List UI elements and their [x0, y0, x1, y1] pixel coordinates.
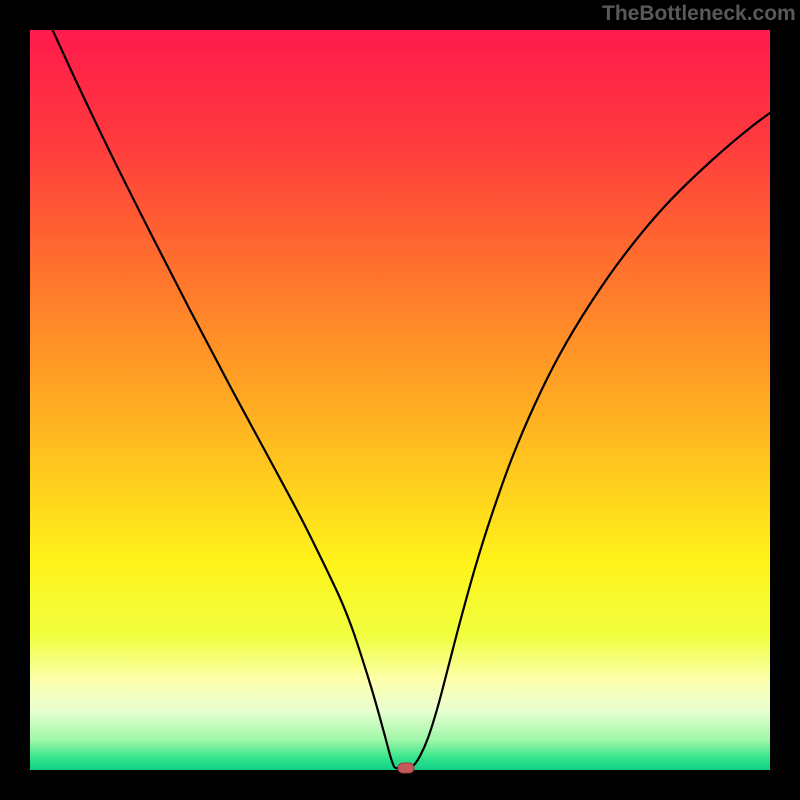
- watermark-text: TheBottleneck.com: [602, 2, 796, 26]
- optimal-point-marker: [398, 763, 414, 773]
- chart-svg: [0, 0, 800, 800]
- bottleneck-chart: [0, 0, 800, 800]
